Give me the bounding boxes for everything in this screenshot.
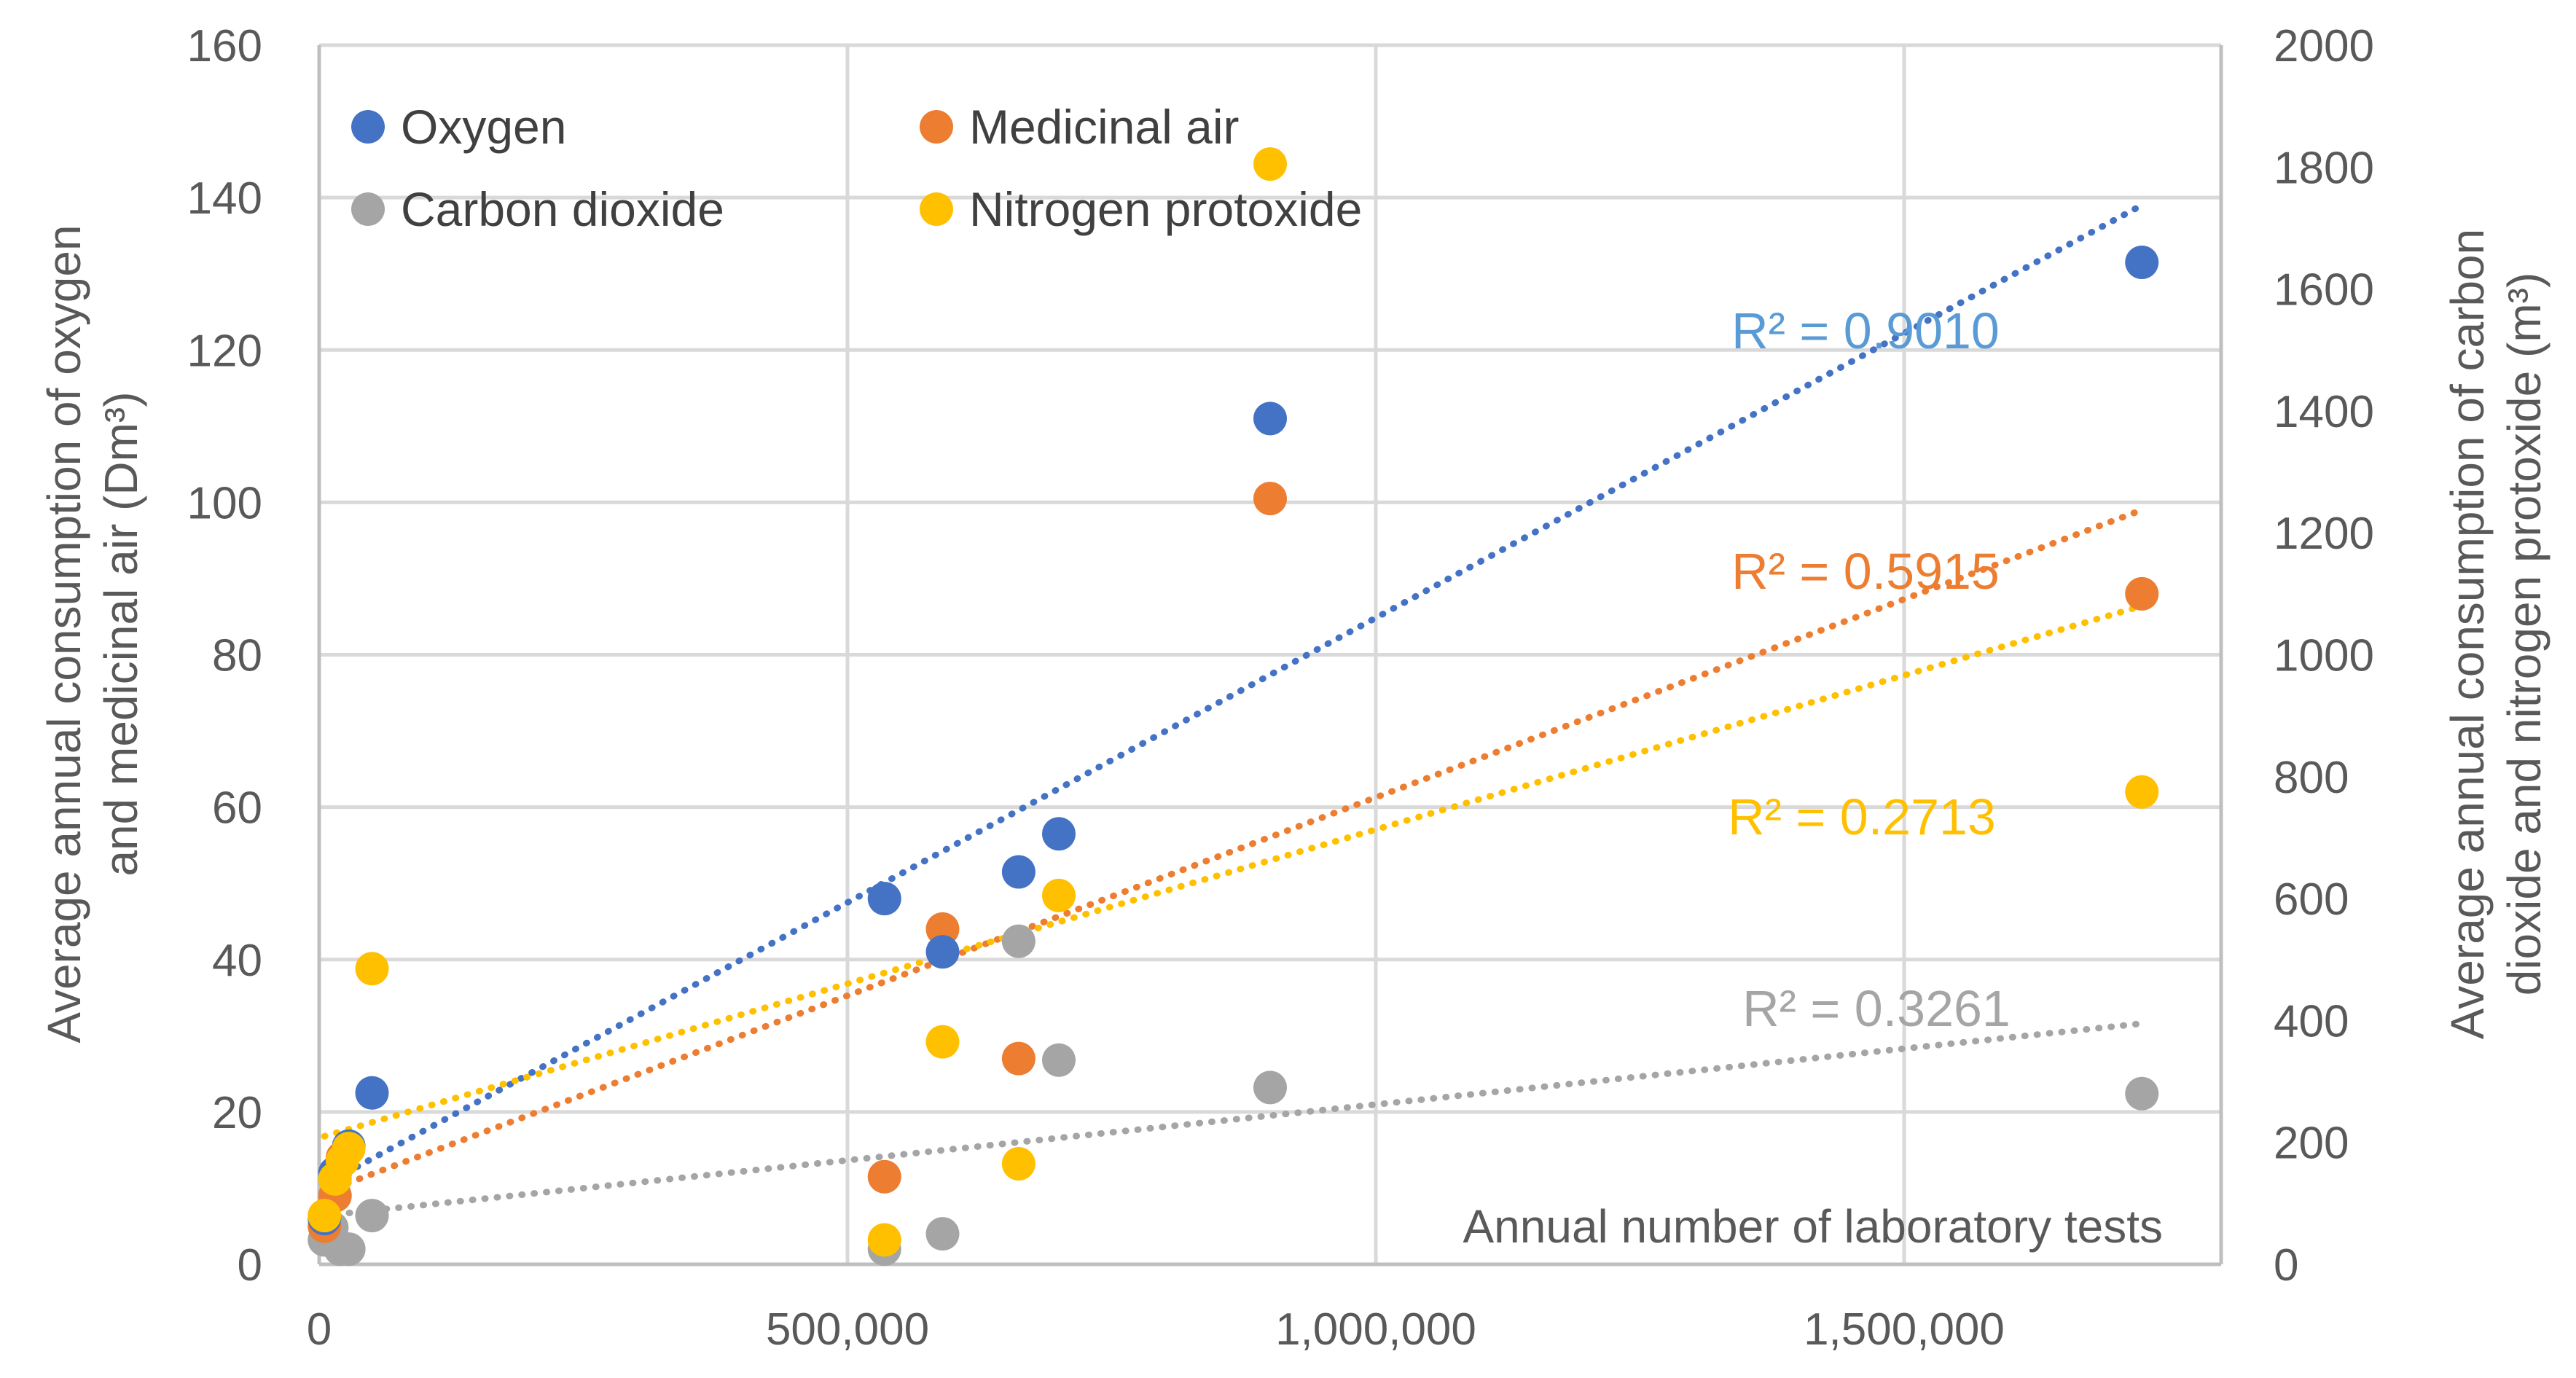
nitrogen-protoxide-point <box>925 1025 960 1059</box>
trendlines <box>321 202 2145 1219</box>
medicinal-air-point <box>1001 1041 1036 1076</box>
y-left-tick-label: 140 <box>187 173 262 224</box>
nitrogen-protoxide-point <box>1042 878 1076 912</box>
axes <box>317 45 2223 1267</box>
carbon-dioxide-point <box>925 1217 960 1251</box>
x-axis-title: Annual number of laboratory tests <box>1463 1200 2163 1253</box>
nitrogen-protoxide-point <box>332 1132 366 1166</box>
x-tick-label: 1,500,000 <box>1804 1304 2005 1355</box>
carbon-dioxide-point <box>1042 1043 1076 1077</box>
x-tick-label: 1,000,000 <box>1275 1304 1476 1355</box>
nitrogen-protoxide-trendline <box>321 603 2145 1140</box>
medicinal-air-point <box>2125 576 2159 611</box>
carbon-dioxide-point <box>1001 924 1036 958</box>
legend: Oxygen Medicinal air Carbon dioxide Nitroge… <box>351 100 1362 236</box>
nitrogen-protoxide-point <box>1001 1146 1036 1181</box>
medicinal-air-point <box>867 1159 901 1194</box>
y-left-axis-title-line2: and medicinal air (Dm³) <box>95 391 147 876</box>
y-left-tick-label: 0 <box>238 1240 262 1291</box>
nitrogen-protoxide-point <box>355 952 389 986</box>
data-points <box>308 147 2159 1267</box>
carbon-dioxide-point <box>332 1232 366 1267</box>
r-squared-labels: R² = 0.9010 R² = 0.5915 R² = 0.3261 R² = 0.… <box>1728 302 2011 1037</box>
legend-label-oxygen: Oxygen <box>401 100 566 154</box>
carbon-dioxide-point <box>355 1199 389 1233</box>
y-left-axis-title-line1: Average annual consumption of oxygen <box>38 224 90 1043</box>
y-right-tick-label: 800 <box>2274 753 2349 803</box>
legend-label-carbon-dioxide: Carbon dioxide <box>401 182 724 236</box>
carbon-dioxide-trendline <box>321 1020 2145 1219</box>
y-right-tick-label: 1000 <box>2274 631 2374 681</box>
oxygen-point <box>2125 246 2159 280</box>
y-right-tick-label: 0 <box>2274 1240 2298 1291</box>
y-left-tick-label: 160 <box>187 21 262 71</box>
y-right-axis-title-line2: dioxide and nitrogen protoxide (m³) <box>2498 273 2550 996</box>
medicinal-air-point <box>1253 482 1287 516</box>
oxygen-point <box>867 882 901 916</box>
y-right-tick-label: 2000 <box>2274 21 2374 71</box>
nitrogen-protoxide-point <box>308 1199 342 1233</box>
legend-marker-oxygen <box>351 110 385 144</box>
carbon-dioxide-point <box>2125 1076 2159 1111</box>
oxygen-r-squared-label: R² = 0.9010 <box>1731 302 2000 359</box>
oxygen-point <box>1001 855 1036 889</box>
nitrogen-protoxide-r-squared-label: R² = 0.2713 <box>1728 788 1996 845</box>
legend-label-nitrogen-protoxide: Nitrogen protoxide <box>969 182 1362 236</box>
carbon-dioxide-point <box>1253 1070 1287 1105</box>
y-left-tick-label: 80 <box>212 631 262 681</box>
y-left-tick-label: 100 <box>187 478 262 528</box>
oxygen-point <box>925 935 960 969</box>
y-right-tick-label: 600 <box>2274 874 2349 925</box>
y-right-axis-title: Average annual consumption of carbon dio… <box>2441 229 2550 1039</box>
y-right-tick-labels: 0 200 400 600 800 1000 1200 1400 1600 1800 2000 <box>2274 21 2374 1291</box>
oxygen-point <box>355 1076 389 1110</box>
y-right-tick-label: 1800 <box>2274 143 2374 193</box>
oxygen-point <box>1042 817 1076 851</box>
y-left-tick-labels: 0 20 40 60 80 100 120 140 160 <box>187 21 262 1291</box>
oxygen-point <box>1253 402 1287 436</box>
y-right-tick-label: 200 <box>2274 1119 2349 1169</box>
y-left-tick-label: 60 <box>212 783 262 834</box>
y-left-tick-label: 120 <box>187 326 262 376</box>
medicinal-air-r-squared-label: R² = 0.5915 <box>1731 543 2000 600</box>
y-right-axis-title-line1: Average annual consumption of carbon <box>2441 229 2494 1039</box>
nitrogen-protoxide-point <box>1253 147 1287 181</box>
y-left-tick-label: 20 <box>212 1088 262 1138</box>
carbon-dioxide-r-squared-label: R² = 0.3261 <box>1742 980 2011 1037</box>
legend-marker-carbon-dioxide <box>351 192 385 226</box>
y-right-tick-label: 1200 <box>2274 509 2374 559</box>
x-tick-labels: 0 500,000 1,000,000 1,500,000 <box>307 1304 2005 1355</box>
y-left-axis-title: Average annual consumption of oxygen and… <box>38 224 147 1043</box>
x-tick-label: 0 <box>307 1304 332 1355</box>
legend-marker-medicinal-air <box>920 110 953 144</box>
legend-marker-nitrogen-protoxide <box>920 192 953 226</box>
nitrogen-protoxide-point <box>867 1223 901 1257</box>
y-right-tick-label: 1400 <box>2274 387 2374 437</box>
y-left-tick-label: 40 <box>212 936 262 986</box>
legend-label-medicinal-air: Medicinal air <box>969 100 1239 154</box>
nitrogen-protoxide-point <box>2125 775 2159 809</box>
y-right-tick-label: 1600 <box>2274 265 2374 316</box>
x-tick-label: 500,000 <box>766 1304 929 1355</box>
medicinal-air-trendline <box>321 506 2145 1196</box>
y-right-tick-label: 400 <box>2274 996 2349 1046</box>
oxygen-trendline <box>321 202 2145 1188</box>
